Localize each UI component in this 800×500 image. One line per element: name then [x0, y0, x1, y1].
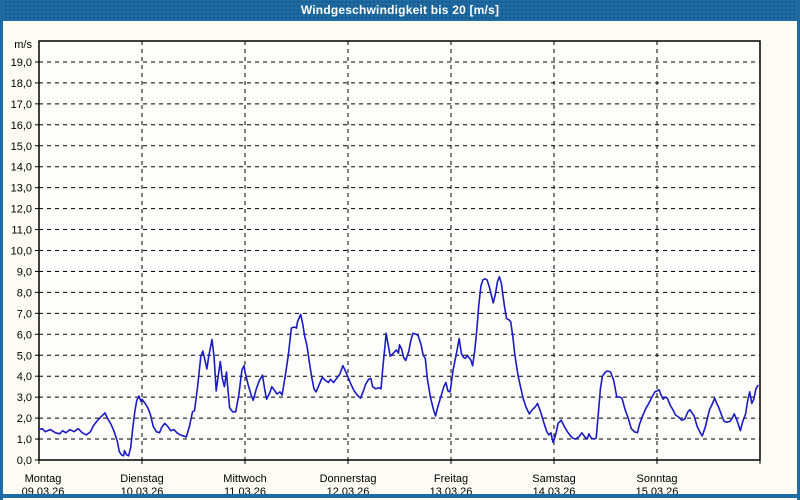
- y-tick-label: 19,0: [11, 57, 32, 69]
- frame-border-left: [0, 0, 3, 500]
- wind-speed-line: [38, 275, 759, 457]
- y-tick-label: 15,0: [11, 141, 32, 153]
- x-day-label: Montag: [25, 473, 62, 485]
- y-tick-label: 0,0: [17, 455, 32, 467]
- chart-title-bar: Windgeschwindigkeit bis 20 [m/s]: [0, 0, 800, 21]
- y-tick-label: 1,0: [17, 434, 32, 446]
- chart-title: Windgeschwindigkeit bis 20 [m/s]: [300, 3, 500, 17]
- x-day-label: Freitag: [434, 473, 468, 485]
- y-tick-label: 2,0: [17, 413, 32, 425]
- x-day-label: Donnerstag: [320, 473, 377, 485]
- y-tick-label: 7,0: [17, 308, 32, 320]
- y-tick-label: 6,0: [17, 329, 32, 341]
- x-day-label: Samstag: [532, 473, 575, 485]
- y-tick-label: 3,0: [17, 392, 32, 404]
- y-tick-label: 12,0: [11, 204, 32, 216]
- plot-border: [38, 40, 761, 461]
- y-tick-label: 18,0: [11, 78, 32, 90]
- y-tick-label: 5,0: [17, 350, 32, 362]
- y-tick-label: 11,0: [11, 225, 32, 237]
- y-tick-label: 14,0: [11, 162, 32, 174]
- x-day-label: Dienstag: [120, 473, 163, 485]
- x-day-label: Sonntag: [637, 473, 678, 485]
- frame-border-right: [797, 0, 800, 500]
- y-tick-label: 13,0: [11, 183, 32, 195]
- y-tick-label: 10,0: [11, 246, 32, 258]
- y-tick-label: 9,0: [17, 266, 32, 278]
- y-axis-unit-label: m/s: [14, 39, 32, 51]
- y-tick-label: 4,0: [17, 371, 32, 383]
- y-tick-label: 16,0: [11, 120, 32, 132]
- y-tick-label: 17,0: [11, 99, 32, 111]
- frame-border-bottom: [0, 494, 800, 498]
- x-day-label: Mittwoch: [223, 473, 266, 485]
- y-tick-label: 8,0: [17, 287, 32, 299]
